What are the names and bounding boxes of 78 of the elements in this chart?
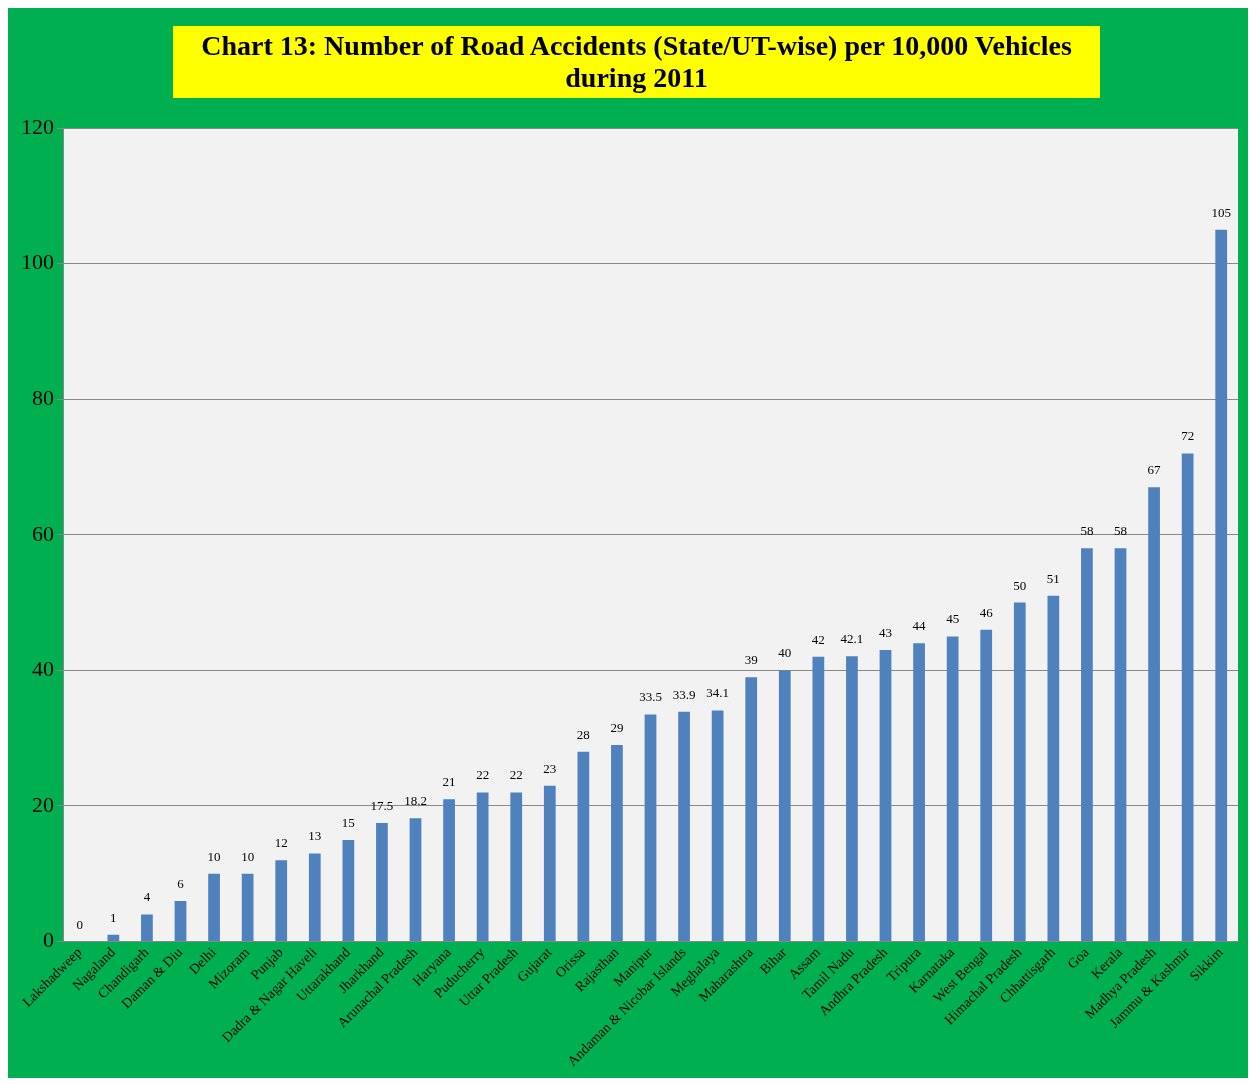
data-label: 10 [207, 848, 221, 864]
data-label: 21 [442, 774, 456, 790]
data-label: 10 [241, 848, 255, 864]
data-label: 12 [274, 835, 288, 851]
bar [778, 670, 791, 942]
data-label: 22 [509, 767, 523, 783]
data-label: 15 [341, 814, 355, 830]
bar [1215, 229, 1228, 942]
bar [611, 744, 623, 942]
y-tick-label: 60 [32, 520, 54, 546]
data-label: 105 [1211, 204, 1231, 220]
data-label: 34.1 [706, 685, 730, 701]
data-label: 67 [1147, 462, 1162, 478]
bar [577, 751, 590, 942]
data-label: 4 [143, 889, 151, 905]
bar [1047, 595, 1060, 942]
data-label: 44 [912, 618, 927, 634]
bar [510, 792, 523, 942]
y-tick-label: 120 [21, 113, 54, 139]
data-label: 43 [879, 624, 892, 640]
bar [678, 711, 690, 942]
bar [1081, 548, 1093, 942]
bar [644, 714, 657, 942]
bar [1013, 602, 1026, 942]
data-label: 29 [610, 719, 624, 735]
data-label: 33.9 [672, 686, 696, 702]
bar [745, 677, 758, 942]
data-label: 58 [1114, 523, 1127, 539]
bar [946, 636, 959, 942]
y-tick-label: 80 [32, 384, 54, 410]
data-label: 23 [543, 760, 557, 776]
bar [476, 792, 489, 942]
data-label: 46 [979, 604, 994, 620]
y-tick-label: 0 [43, 927, 54, 953]
data-label: 18.2 [404, 793, 427, 809]
bar [879, 650, 892, 942]
bar [308, 853, 321, 942]
bar [208, 873, 220, 942]
bar [275, 860, 288, 942]
bar [711, 710, 724, 942]
data-label: 33.5 [639, 689, 662, 705]
data-label: 1 [110, 909, 117, 925]
y-tick-label: 100 [21, 249, 54, 275]
data-label: 58 [1080, 523, 1094, 539]
data-label: 50 [1013, 577, 1027, 593]
data-label: 0 [76, 916, 84, 932]
data-label: 51 [1046, 570, 1060, 586]
bar [1181, 453, 1194, 942]
bar [141, 914, 153, 942]
data-label: 39 [744, 652, 758, 668]
data-label: 72 [1181, 428, 1195, 444]
data-label: 17.5 [370, 797, 394, 813]
data-label: 13 [308, 828, 322, 844]
y-tick-label: 40 [32, 656, 54, 682]
y-tick-label: 20 [32, 791, 54, 817]
bar [241, 873, 254, 942]
bar [812, 656, 825, 942]
chart-title: Chart 13: Number of Road Accidents (State/UT-wise) per 10,000 Vehicles during 2011 [173, 26, 1100, 98]
bar [846, 656, 858, 942]
bar [107, 934, 120, 942]
bar [342, 839, 355, 942]
bar [443, 799, 455, 942]
data-label: 42.1 [840, 631, 864, 647]
x-tick-label: Goa [1064, 944, 1093, 972]
bar [913, 643, 925, 942]
bar [543, 785, 556, 942]
bar [1114, 548, 1127, 942]
data-label: 42 [811, 631, 825, 647]
data-label: 40 [778, 645, 792, 661]
data-label: 6 [177, 875, 185, 891]
bar [1148, 487, 1160, 942]
bar [409, 818, 422, 942]
data-label: 28 [576, 726, 590, 742]
bar [980, 629, 993, 942]
data-label: 45 [946, 611, 960, 627]
data-label: 22 [476, 767, 490, 783]
bar [376, 822, 388, 942]
bar [174, 900, 187, 942]
